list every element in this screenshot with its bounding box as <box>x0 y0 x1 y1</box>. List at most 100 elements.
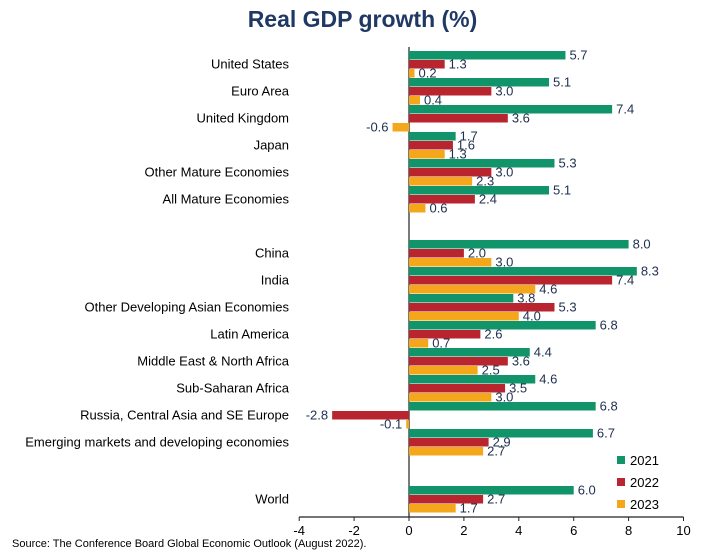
bar-2022 <box>409 330 481 339</box>
bar-2021 <box>409 429 593 438</box>
bar-2021 <box>409 159 555 168</box>
data-label-2023: 2.3 <box>476 174 494 189</box>
bar-2023 <box>409 447 484 456</box>
bar-2023 <box>409 177 473 186</box>
data-label-2021: 5.3 <box>558 156 576 171</box>
data-label-2023: 0.4 <box>424 93 442 108</box>
bar-2021 <box>409 105 613 114</box>
category-label: United States <box>211 57 290 72</box>
bar-2023 <box>409 258 492 267</box>
bar-2023 <box>409 312 519 321</box>
bar-2022 <box>409 495 484 504</box>
bar-2022 <box>409 249 464 258</box>
bar-2023 <box>409 366 478 375</box>
category-label: Sub-Saharan Africa <box>176 381 290 396</box>
bar-2021 <box>409 78 549 87</box>
data-label-2023: 1.7 <box>460 501 478 516</box>
bar-2023 <box>409 204 426 213</box>
data-label-2022: 3.6 <box>512 354 530 369</box>
bar-2021 <box>409 51 566 60</box>
bar-2021 <box>409 375 536 384</box>
bar-2022 <box>409 438 489 447</box>
bar-2022 <box>409 141 453 150</box>
x-tick-label: 2 <box>460 523 467 538</box>
x-tick-label: 4 <box>515 523 522 538</box>
data-label-2022: 5.3 <box>558 300 576 315</box>
legend-swatch-2021 <box>617 456 625 464</box>
legend-label-2023: 2023 <box>630 497 659 512</box>
category-label: Other Mature Economies <box>144 165 289 180</box>
data-label-2023: 4.6 <box>539 282 557 297</box>
bar-2021 <box>409 402 596 411</box>
data-label-2022: 3.0 <box>495 84 513 99</box>
data-label-2021: 8.0 <box>633 237 651 252</box>
category-label: Japan <box>254 138 289 153</box>
bar-2022 <box>409 87 492 96</box>
data-label-2022: 7.4 <box>616 273 634 288</box>
data-label-2021: 8.3 <box>641 264 659 279</box>
category-label: Russia, Central Asia and SE Europe <box>80 408 289 423</box>
data-label-2023: -0.1 <box>380 417 402 432</box>
data-label-2021: 1.7 <box>460 129 478 144</box>
data-label-2023: 4.0 <box>523 309 541 324</box>
data-label-2021: 6.8 <box>600 399 618 414</box>
bar-2022 <box>409 303 555 312</box>
bar-2023 <box>409 96 420 105</box>
category-label: World <box>255 492 289 507</box>
bar-2022 <box>409 168 492 177</box>
legend-swatch-2022 <box>617 478 625 486</box>
bar-2022 <box>409 384 506 393</box>
data-label-2023: 2.5 <box>482 363 500 378</box>
bar-2023 <box>409 285 536 294</box>
bar-2023 <box>409 339 429 348</box>
legend-swatch-2023 <box>617 500 625 508</box>
data-label-2022: 2.4 <box>479 192 497 207</box>
data-label-2021: 7.4 <box>616 102 634 117</box>
data-label-2022: -2.8 <box>306 408 328 423</box>
data-label-2021: 4.4 <box>534 345 552 360</box>
data-label-2022: 3.6 <box>512 111 530 126</box>
bar-2021 <box>409 267 637 276</box>
data-label-2021: 6.0 <box>578 483 596 498</box>
x-tick-label: -2 <box>348 523 360 538</box>
bar-2022 <box>409 195 475 204</box>
data-label-2021: 4.6 <box>539 372 557 387</box>
data-label-2022: 2.7 <box>487 492 505 507</box>
category-label: United Kingdom <box>197 111 290 126</box>
category-label: Latin America <box>210 327 290 342</box>
data-label-2023: 1.3 <box>449 147 467 162</box>
source-note: Source: The Conference Board Global Econ… <box>12 538 367 550</box>
data-label-2023: 2.7 <box>487 444 505 459</box>
x-tick-label: 8 <box>625 523 632 538</box>
category-label: Middle East & North Africa <box>137 354 289 369</box>
bar-2021 <box>409 486 574 495</box>
data-label-2021: 6.7 <box>597 426 615 441</box>
data-label-2022: 2.6 <box>484 327 502 342</box>
data-label-2023: 3.0 <box>495 390 513 405</box>
data-label-2023: 0.2 <box>418 66 436 81</box>
data-label-2021: 5.7 <box>569 48 587 63</box>
bar-2022 <box>409 276 613 285</box>
legend-label-2022: 2022 <box>630 475 659 490</box>
bar-2021 <box>409 294 514 303</box>
bar-2023 <box>409 504 456 513</box>
x-tick-label: 6 <box>570 523 577 538</box>
bar-2021 <box>409 348 530 357</box>
data-label-2022: 2.9 <box>493 435 511 450</box>
data-label-2023: -0.6 <box>366 120 388 135</box>
bar-2022 <box>332 411 409 420</box>
bar-2022 <box>409 357 508 366</box>
bar-2021 <box>409 132 456 141</box>
data-label-2022: 3.5 <box>509 381 527 396</box>
data-label-2022: 2.0 <box>468 246 486 261</box>
x-tick-label: 10 <box>676 523 690 538</box>
category-label: China <box>255 246 290 261</box>
x-tick-label: 0 <box>405 523 412 538</box>
bar-2021 <box>409 186 549 195</box>
bar-2022 <box>409 114 508 123</box>
category-label: India <box>261 273 290 288</box>
data-label-2022: 1.6 <box>457 138 475 153</box>
bar-2021 <box>409 321 596 330</box>
category-label: Emerging markets and developing economie… <box>25 435 289 450</box>
